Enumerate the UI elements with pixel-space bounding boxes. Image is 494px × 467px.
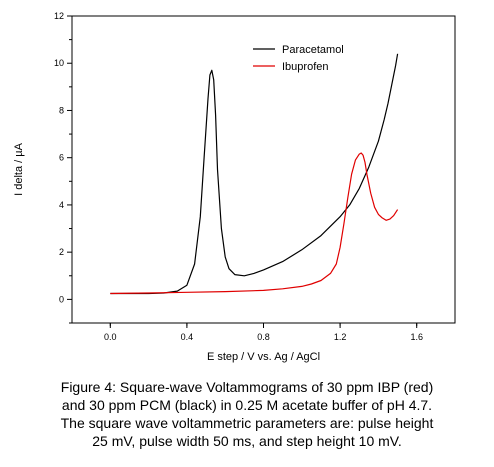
legend: Paracetamol Ibuprofen	[253, 44, 344, 73]
caption-line-3: The square wave voltammetric parameters …	[60, 415, 434, 431]
series-layer	[110, 53, 399, 295]
x-tick-label: 1.6	[410, 332, 423, 342]
plot-frame	[71, 15, 456, 324]
y-tick-label: 6	[59, 153, 64, 163]
x-tick-label: 0.0	[104, 332, 117, 342]
y-tick-label: 8	[59, 105, 64, 115]
y-axis-ticks: 0 2 4 6 8 10 12	[54, 11, 72, 324]
legend-label-paracetamol: Paracetamol	[282, 44, 344, 56]
caption-line-2: and 30 ppm PCM (black) in 0.25 M acetate…	[61, 397, 433, 413]
y-tick-label: 12	[54, 11, 64, 21]
voltammogram-chart: 0.0 0.4 0.8 1.2 1.6 0 2 4 6 8 10 12 E step / V vs.…	[13, 11, 456, 363]
legend-label-ibuprofen: Ibuprofen	[282, 61, 328, 73]
caption-line-4: 25 mV, pulse width 50 ms, and step heigh…	[92, 433, 402, 449]
plot-area: 0.0 0.4 0.8 1.2 1.6 0 2 4 6 8 10 12	[54, 11, 456, 342]
series-line-paracetamol	[110, 53, 399, 295]
y-axis-title: I delta / µA	[13, 142, 25, 195]
y-tick-label: 0	[59, 294, 64, 304]
y-tick-label: 10	[54, 58, 64, 68]
x-tick-label: 0.4	[181, 332, 194, 342]
x-tick-label: 1.2	[334, 332, 347, 342]
x-tick-label: 0.8	[257, 332, 270, 342]
y-tick-label: 4	[59, 200, 64, 210]
series-line-ibuprofen	[110, 152, 399, 295]
x-axis-title: E step / V vs. Ag / AgCl	[207, 351, 320, 363]
figure-caption: Figure 4: Square-wave Voltammograms of 3…	[6, 378, 488, 450]
y-tick-label: 2	[59, 247, 64, 257]
caption-line-1: Figure 4: Square-wave Voltammograms of 3…	[60, 379, 434, 395]
x-axis-ticks: 0.0 0.4 0.8 1.2 1.6	[104, 323, 423, 342]
